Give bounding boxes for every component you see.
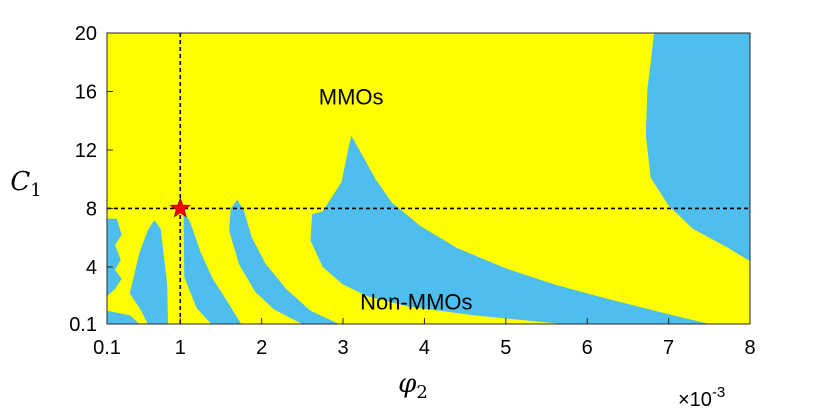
y-tick-label: 20 [75, 23, 97, 45]
y-tick-label: 8 [86, 198, 97, 220]
x-tick-label: 1 [175, 337, 186, 359]
x-axis-multiplier-exp: -3 [712, 384, 725, 401]
y-tick-label: 0.1 [69, 314, 97, 336]
non-mmo-region-6 [310, 135, 710, 324]
plot-area [107, 33, 750, 324]
x-axis-label-sub: 2 [416, 382, 427, 403]
x-tick-label: 8 [744, 337, 755, 359]
non-mmo-region-5 [229, 199, 339, 324]
mmo-region-label: MMOs [319, 85, 384, 110]
x-axis-label-main: φ [398, 369, 417, 399]
x-tick-label: 4 [419, 337, 430, 359]
y-axis-label-main: C [10, 167, 30, 197]
non-mmo-region-1 [107, 218, 122, 297]
x-tick-label: 7 [663, 337, 674, 359]
x-tick-label: 5 [500, 337, 511, 359]
x-tick-label: 2 [256, 337, 267, 359]
reference-lines [107, 33, 750, 324]
x-axis-multiplier: ×10-3 [678, 384, 725, 411]
y-tick-label: 12 [75, 140, 97, 162]
marker-layer [169, 197, 191, 218]
y-tick-label: 4 [86, 257, 97, 279]
axes-frame [106, 32, 751, 325]
y-axis-label: C1 [10, 167, 41, 201]
x-tick-label: 3 [337, 337, 348, 359]
non-mmo-region-7 [645, 33, 750, 262]
y-axis-label-sub: 1 [30, 180, 41, 201]
x-tick-label: 0.1 [93, 337, 121, 359]
star-marker [169, 197, 191, 218]
x-axis-label: φ2 [398, 369, 428, 403]
non-mmo-region-2 [107, 310, 140, 324]
plot-border [106, 32, 751, 325]
non-mmo-region-label: Non-MMOs [360, 289, 472, 314]
non-mmo-region-3 [129, 220, 168, 324]
x-tick-label: 6 [582, 337, 593, 359]
non-mmo-region-4 [183, 211, 242, 324]
y-tick-label: 16 [75, 81, 97, 103]
x-axis-multiplier-prefix: ×10 [678, 389, 712, 411]
